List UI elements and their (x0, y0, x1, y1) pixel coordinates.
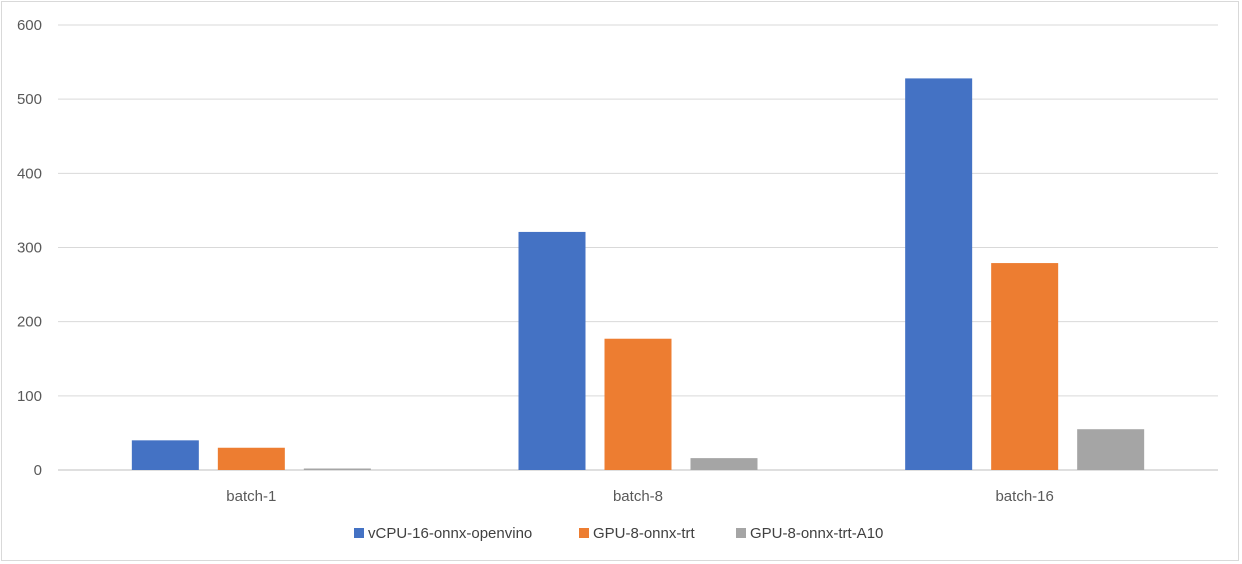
legend-swatch (736, 528, 746, 538)
bar-batch-8-GPU-8-onnx-trt-A10 (690, 458, 758, 470)
bar-batch-16-vCPU-16-onnx-openvino (905, 78, 973, 471)
bar-batch-1-vCPU-16-onnx-openvino (131, 440, 199, 470)
gridlines (58, 24, 1218, 471)
x-tick-label: batch-16 (995, 488, 1053, 505)
bar-batch-8-GPU-8-onnx-trt (604, 338, 672, 470)
bar-batch-8-vCPU-16-onnx-openvino (518, 231, 586, 470)
bars (131, 78, 1145, 471)
y-tick-label: 300 (17, 240, 42, 257)
bar-batch-16-GPU-8-onnx-trt-A10 (1077, 429, 1145, 470)
bar-batch-16-GPU-8-onnx-trt (991, 263, 1059, 470)
legend: vCPU-16-onnx-openvino GPU-8-onnx-trt GPU-8… (354, 525, 883, 542)
legend-label: GPU-8-onnx-trt (593, 525, 696, 542)
y-tick-label: 0 (34, 462, 42, 479)
legend-swatch (354, 528, 364, 538)
x-axis-tick-labels: batch-1 batch-8 batch-16 (226, 488, 1054, 505)
y-axis-tick-labels: 0 100 200 300 400 500 600 (17, 17, 42, 479)
x-tick-label: batch-1 (226, 488, 276, 505)
bar-batch-1-GPU-8-onnx-trt-A10 (303, 468, 371, 470)
y-tick-label: 600 (17, 17, 42, 34)
x-tick-label: batch-8 (613, 488, 663, 505)
y-tick-label: 500 (17, 91, 42, 108)
legend-label: vCPU-16-onnx-openvino (368, 525, 532, 542)
y-tick-label: 400 (17, 165, 42, 182)
legend-label: GPU-8-onnx-trt-A10 (750, 525, 883, 542)
bar-batch-1-GPU-8-onnx-trt (217, 447, 285, 470)
legend-swatch (579, 528, 589, 538)
y-tick-label: 100 (17, 388, 42, 405)
y-tick-label: 200 (17, 314, 42, 331)
